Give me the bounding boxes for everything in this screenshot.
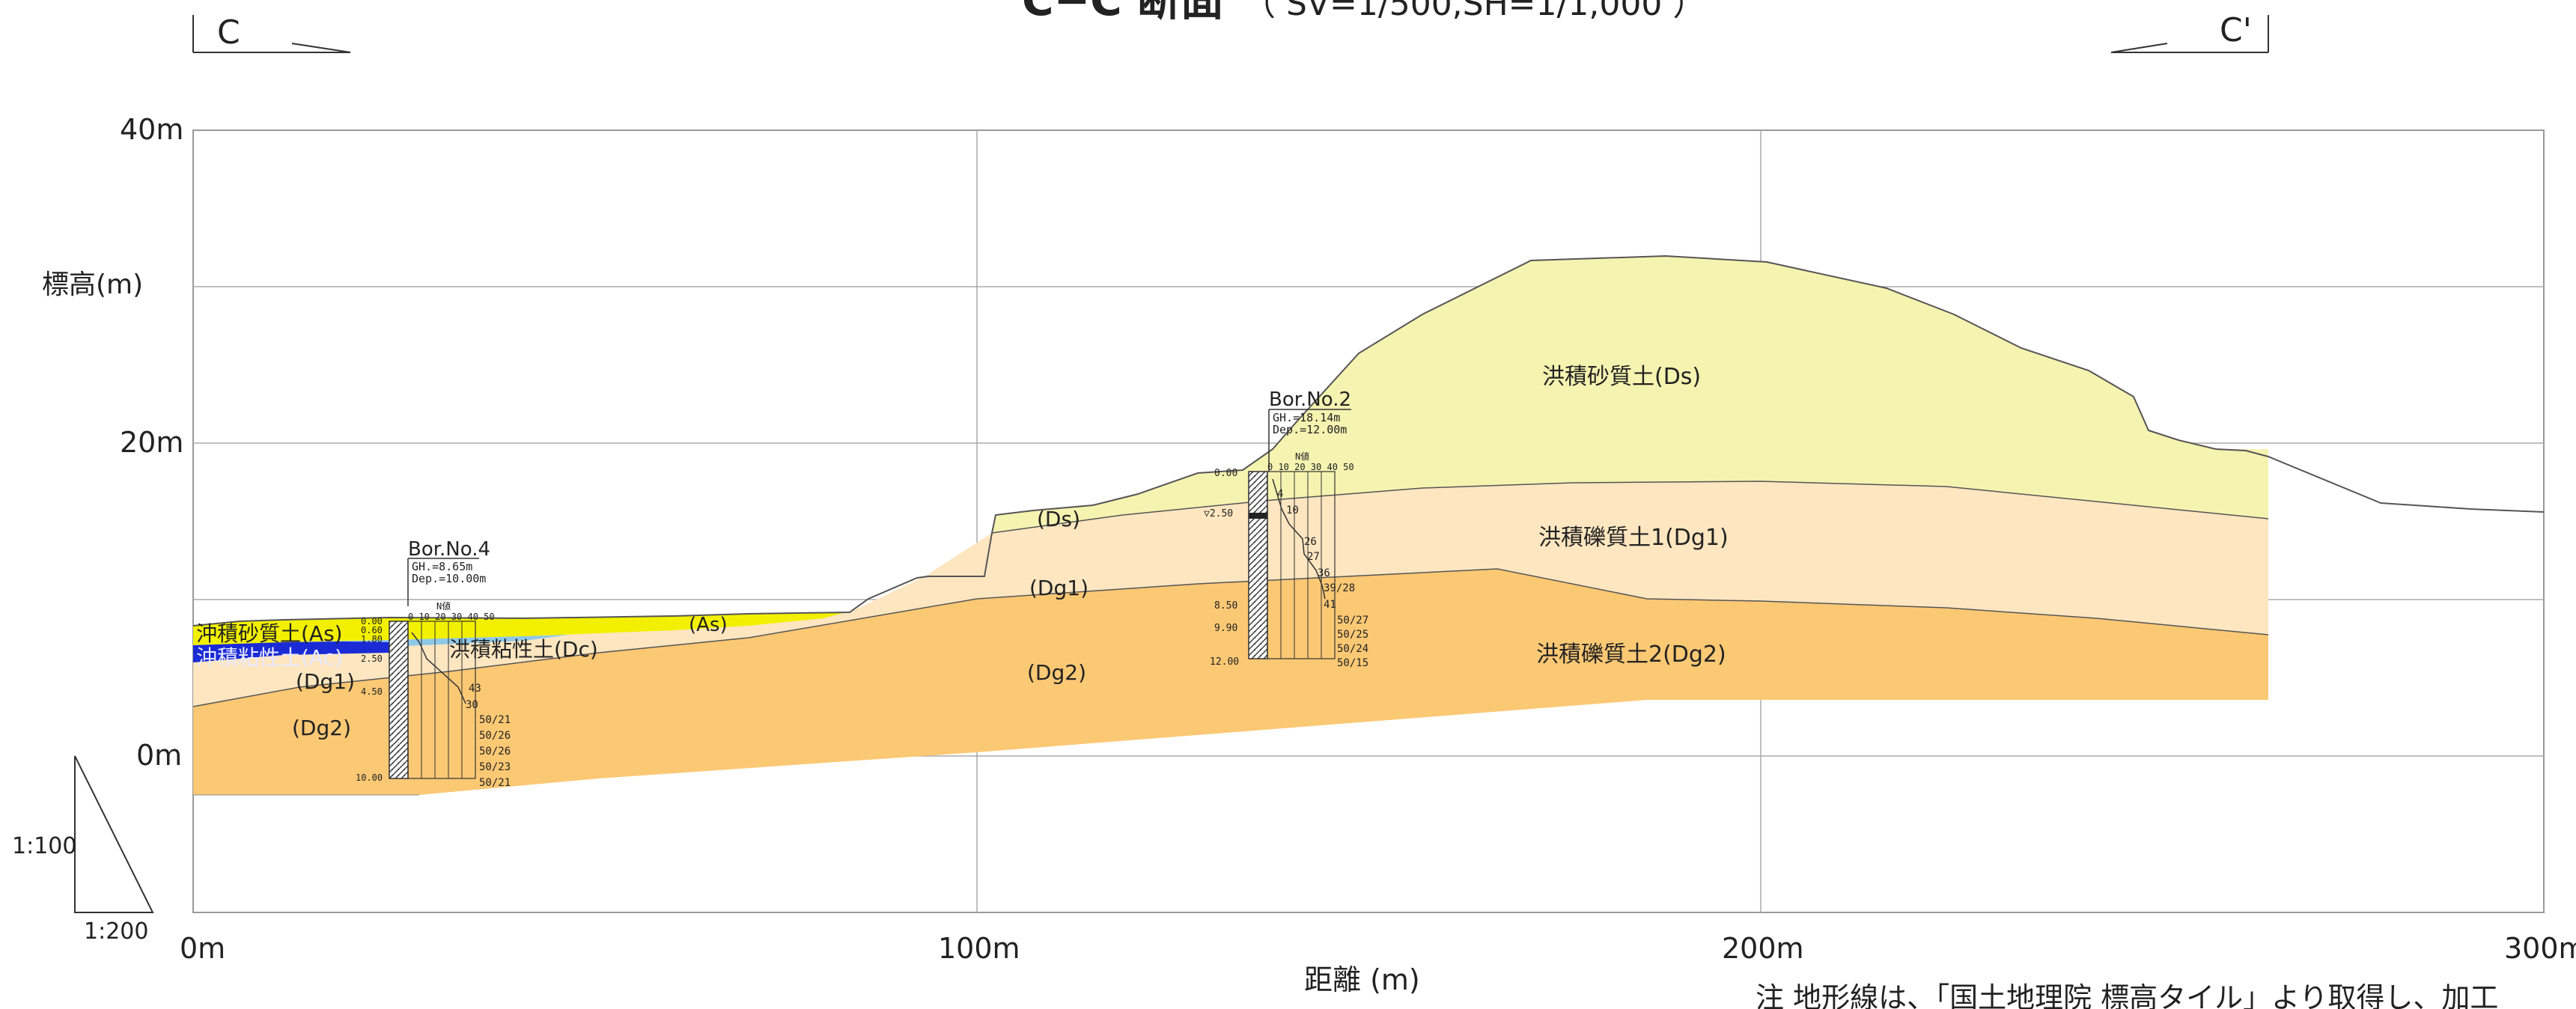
borehole-no4: Bor.No.4 GH.=8.65m Dep.=10.00m N値 0 10 2… [356, 538, 511, 789]
label-ds-right: 洪積砂質土(Ds) [1542, 364, 1701, 390]
bh4-n-header: N値 [436, 600, 451, 612]
label-dg1-middle: (Dg1) [1029, 576, 1088, 600]
section-header: C C−C 断面 （ SV=1/500,SH=1/1,000 ） C' [192, 0, 2269, 53]
bh2-dep: Dep.=12.00m [1273, 423, 1347, 436]
scale-note: （ SV=1/500,SH=1/1,000 ） [1243, 0, 1705, 23]
x-tick-label: 200m [1722, 932, 1804, 965]
x-axis-title: 距離 (m) [1304, 963, 1420, 996]
label-dg2-left: (Dg2) [292, 716, 351, 740]
left-section-mark: C [217, 13, 240, 52]
x-axis: 0m 100m 200m 300m 距離 (m) [180, 932, 2576, 996]
bh2-n-value: 50/25 [1337, 629, 1368, 641]
geology-layers [192, 254, 2545, 796]
bh4-n-value: 50/21 [479, 777, 511, 789]
label-as-sand: 沖積砂質土(As) [196, 621, 343, 646]
bh4-n-scale: 0 10 20 30 40 50 [408, 612, 495, 622]
bh4-name: Bor.No.4 [408, 538, 490, 561]
bh2-depth: 12.00 [1210, 656, 1239, 668]
bh4-depth: 2.50 [361, 653, 383, 664]
bh4-n-value: 50/23 [479, 761, 511, 773]
bh2-n-header: N値 [1295, 451, 1309, 462]
bh2-depth: 9.90 [1214, 623, 1237, 634]
y-axis: 40m 20m 0m 標高(m) [42, 113, 183, 772]
bh2-n-value: 50/24 [1337, 643, 1368, 655]
x-tick-label: 0m [180, 932, 225, 965]
layer-labels: 沖積砂質土(As) 沖積粘性土(Ac) 洪積粘性土(Dc) (As) (Dg1)… [196, 364, 1729, 740]
bh2-name: Bor.No.2 [1269, 388, 1351, 411]
bh4-depth: 0.60 [361, 625, 383, 635]
section-title: C−C 断面 [1022, 0, 1224, 25]
bh2-n-scale: 0 10 20 30 40 50 [1267, 462, 1354, 472]
bh4-depth: 10.00 [356, 772, 383, 783]
bh2-n-value: 26 [1304, 536, 1317, 548]
label-dg2-middle: (Dg2) [1027, 660, 1086, 685]
bh2-depth: 0.00 [1214, 468, 1237, 479]
bh4-n-value: 50/26 [479, 746, 511, 757]
scale-triangle: 1:100 1:200 [12, 755, 154, 945]
y-axis-title: 標高(m) [42, 269, 143, 300]
bh2-depth: 8.50 [1214, 600, 1237, 612]
bh4-n-value: 50/26 [479, 730, 511, 742]
bh2-n-value: 50/27 [1337, 615, 1368, 627]
bh2-n-value: 50/15 [1337, 657, 1368, 669]
bh4-n-value: 30 [466, 699, 478, 711]
ground-surface-line [192, 254, 2545, 627]
vertical-scale-label: 1:100 [12, 833, 76, 859]
bh2-n-value: 10 [1286, 504, 1299, 516]
bh4-n-value: 50/21 [479, 714, 511, 726]
bh4-dep: Dep.=10.00m [412, 572, 486, 585]
bh2-n-value: 27 [1307, 551, 1320, 563]
y-tick-label: 0m [136, 739, 182, 772]
x-tick-label: 100m [938, 932, 1020, 965]
label-dc-clay: 洪積粘性土(Dc) [449, 637, 598, 662]
label-ac-clay: 沖積粘性土(Ac) [196, 645, 343, 670]
horizontal-scale-label: 1:200 [84, 918, 148, 945]
label-dg1-left: (Dg1) [296, 669, 355, 694]
y-tick-label: 20m [120, 426, 183, 459]
layer-dg2 [193, 569, 2268, 795]
bh4-n-value: 43 [469, 683, 481, 695]
bh2-n-value: 36 [1318, 567, 1330, 579]
x-tick-label: 300m [2504, 932, 2576, 965]
bh2-n-value: 39/28 [1324, 582, 1355, 594]
y-tick-label: 40m [120, 113, 183, 146]
label-dg2-right: 洪積礫質土2(Dg2) [1536, 641, 1726, 668]
borehole-no2: Bor.No.2 GH.=18.14m Dep.=12.00m N値 0 10 … [1204, 388, 1368, 669]
layer-dg1 [193, 481, 2268, 707]
bh4-depth: 4.50 [361, 686, 383, 697]
right-section-mark: C' [2220, 11, 2252, 49]
bh4-depth: 1.80 [361, 634, 383, 644]
layer-ds [992, 256, 2268, 533]
label-as-short: (As) [689, 614, 728, 636]
layer-as [193, 612, 846, 645]
layer-ac [193, 641, 389, 662]
label-ds-middle: (Ds) [1037, 507, 1080, 531]
bh4-depth: 0.00 [361, 616, 383, 627]
bh2-n-value: 41 [1324, 599, 1336, 611]
bh2-gh: GH.=18.14m [1273, 411, 1340, 424]
bh2-water-level: ▽2.50 [1204, 508, 1233, 519]
label-dg1-right: 洪積礫質土1(Dg1) [1538, 525, 1729, 551]
bh4-gh: GH.=8.65m [412, 560, 472, 573]
bh2-n-value: 4 [1277, 488, 1283, 500]
footnote: 注 地形線は、「国土地理院 標高タイル」より取得し、加工 [1756, 981, 2498, 1009]
